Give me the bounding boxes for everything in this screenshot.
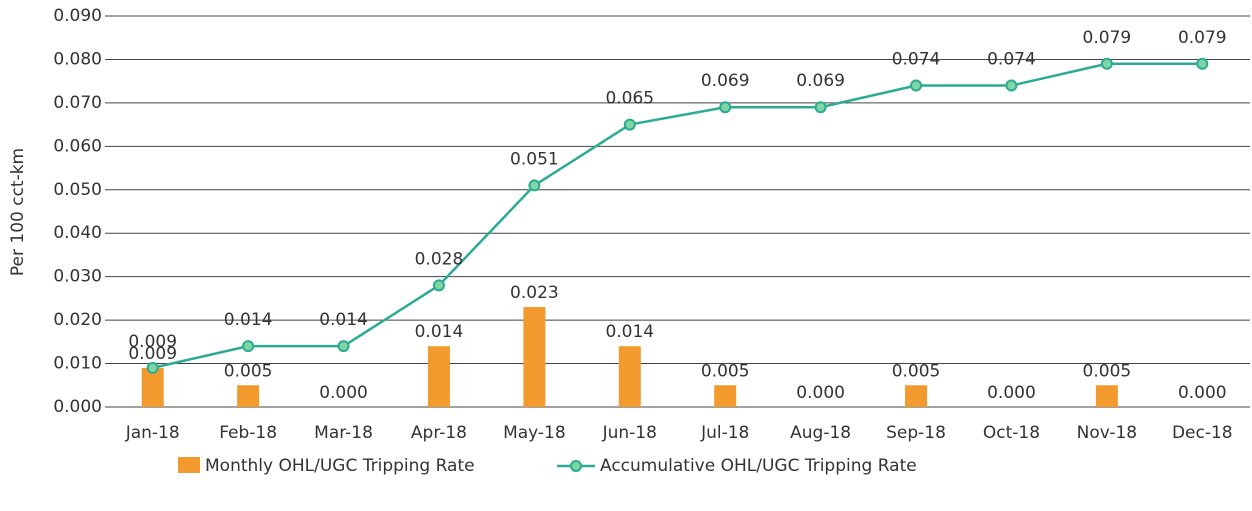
x-tick-label: Feb-18 [219, 423, 277, 443]
line-value-label: 0.074 [892, 50, 941, 70]
line [153, 64, 1203, 368]
legend-swatch [571, 461, 581, 471]
line-marker [243, 341, 253, 351]
bar [714, 385, 736, 407]
x-tick-label: Jun-18 [602, 423, 657, 443]
line-value-label: 0.069 [701, 71, 750, 91]
x-tick-label: Oct-18 [983, 423, 1040, 443]
line-marker [148, 363, 158, 373]
bar [905, 385, 927, 407]
bar-value-label: 0.005 [701, 361, 750, 381]
line-marker [339, 341, 349, 351]
line-value-label: 0.065 [605, 89, 654, 109]
y-axis-label: Per 100 cct-km [8, 148, 28, 276]
x-tick-label: May-18 [503, 423, 566, 443]
bar [619, 346, 641, 407]
line-marker [816, 102, 826, 112]
line-marker [720, 102, 730, 112]
y-tick-label: 0.080 [53, 49, 102, 69]
line-value-label: 0.009 [128, 332, 177, 352]
y-tick-label: 0.040 [53, 223, 102, 243]
x-tick-label: Nov-18 [1077, 423, 1138, 443]
line-marker [911, 81, 921, 91]
line-value-label: 0.014 [224, 310, 273, 330]
y-tick-label: 0.010 [53, 354, 102, 374]
bar-value-label: 0.005 [892, 361, 941, 381]
x-tick-label: Jan-18 [125, 423, 180, 443]
y-tick-label: 0.050 [53, 180, 102, 200]
y-tick-label: 0.060 [53, 136, 102, 156]
bar-value-label: 0.014 [415, 322, 464, 342]
line-value-label: 0.014 [319, 310, 368, 330]
line-value-label: 0.051 [510, 149, 559, 169]
y-tick-label: 0.000 [53, 397, 102, 417]
x-tick-label: Aug-18 [790, 423, 851, 443]
line-value-label: 0.069 [796, 71, 845, 91]
line-value-label: 0.079 [1083, 28, 1132, 48]
bar-value-label: 0.005 [224, 361, 273, 381]
bar-value-label: 0.005 [1083, 361, 1132, 381]
bar-value-label: 0.023 [510, 283, 559, 303]
y-tick-label: 0.020 [53, 310, 102, 330]
x-tick-label: Sep-18 [886, 423, 946, 443]
legend-label: Accumulative OHL/UGC Tripping Rate [600, 456, 917, 476]
x-tick-label: Mar-18 [314, 423, 373, 443]
x-tick-label: Apr-18 [411, 423, 467, 443]
line-marker [625, 120, 635, 130]
bar-value-label: 0.000 [1178, 383, 1227, 403]
bar [237, 385, 259, 407]
bar [1096, 385, 1118, 407]
line-marker [1197, 59, 1207, 69]
line-value-label: 0.079 [1178, 28, 1227, 48]
y-tick-label: 0.070 [53, 93, 102, 113]
y-tick-label: 0.090 [53, 6, 102, 26]
x-tick-label: Dec-18 [1172, 423, 1233, 443]
bar-value-label: 0.000 [796, 383, 845, 403]
x-tick-label: Jul-18 [700, 423, 749, 443]
line-marker [434, 280, 444, 290]
bar [428, 346, 450, 407]
bar-value-label: 0.000 [987, 383, 1036, 403]
line-value-label: 0.028 [415, 249, 464, 269]
bar-value-label: 0.014 [605, 322, 654, 342]
line-marker [1102, 59, 1112, 69]
legend-label: Monthly OHL/UGC Tripping Rate [205, 456, 475, 476]
line-marker [1006, 81, 1016, 91]
bar-value-label: 0.000 [319, 383, 368, 403]
line-value-label: 0.074 [987, 50, 1036, 70]
y-tick-label: 0.030 [53, 267, 102, 287]
chart: Per 100 cct-km 0.000 0.010 0.020 0.030 0.040… [0, 0, 1252, 511]
bar [523, 307, 545, 407]
line-marker [529, 180, 539, 190]
legend-swatch [178, 457, 200, 473]
